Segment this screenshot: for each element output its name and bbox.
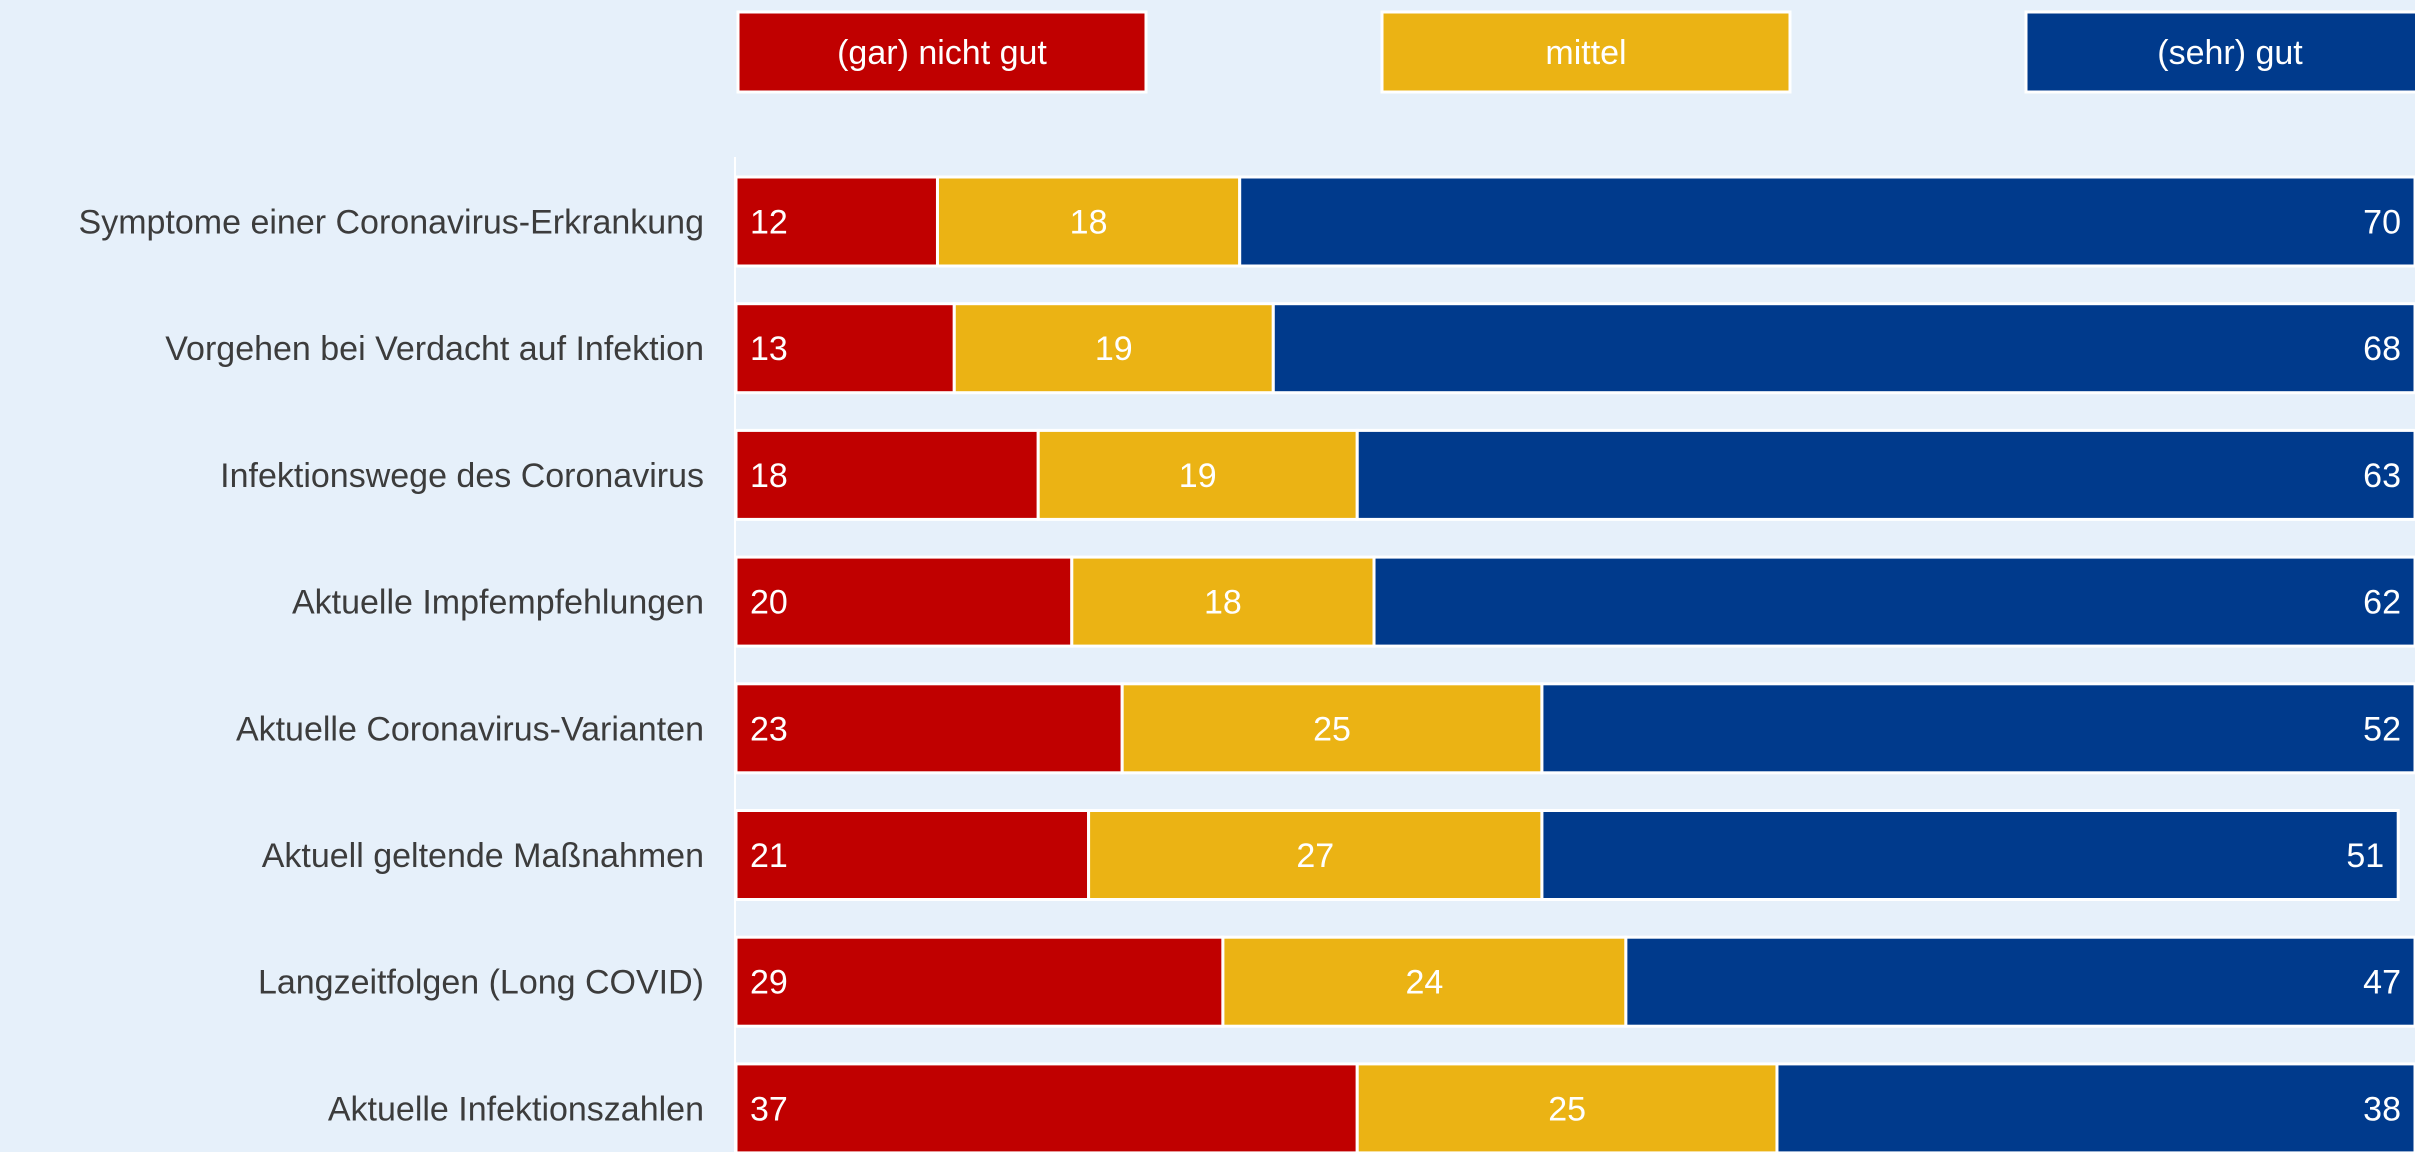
legend-swatch-gar-nicht-gut	[736, 10, 1148, 94]
data-label-sehr-gut: 70	[2363, 204, 2401, 242]
bar-segment-sehr-gut	[1372, 555, 2415, 648]
legend: (gar) nicht gut mittel (sehr) gut	[736, 10, 2415, 94]
bar-segment-sehr-gut	[1540, 809, 2400, 901]
bar-row-symptome-einer-coronavirus-erkrankung: 12 18 70	[734, 175, 2415, 268]
data-label-gar-nicht-gut: 37	[750, 1090, 788, 1128]
legend-label: (gar) nicht gut	[837, 34, 1047, 72]
category-label-symptome-einer-coronavirus-erkrankung: Symptome einer Coronavirus-Erkrankung	[79, 204, 704, 242]
legend-label: (sehr) gut	[2157, 34, 2303, 72]
bar-row-langzeitfolgen-long-covid: 29 24 47	[734, 935, 2415, 1028]
category-label-langzeitfolgen-long-covid: Langzeitfolgen (Long COVID)	[258, 964, 704, 1002]
data-label-gar-nicht-gut: 20	[750, 584, 788, 622]
bar-row-aktuell-geltende-massnahmen: 21 27 51	[734, 809, 2400, 901]
data-label-sehr-gut: 51	[2346, 837, 2384, 875]
data-label-gar-nicht-gut: 29	[750, 964, 788, 1002]
data-label-sehr-gut: 62	[2363, 584, 2401, 622]
data-label-sehr-gut: 52	[2363, 710, 2401, 748]
bar-segment-sehr-gut	[1238, 175, 2415, 268]
bar-segment-mittel	[1221, 935, 1628, 1028]
data-label-sehr-gut: 38	[2363, 1090, 2401, 1128]
data-label-mittel: 18	[1204, 584, 1242, 622]
data-label-mittel: 27	[1296, 837, 1334, 875]
legend-item-gar-nicht-gut: (gar) nicht gut	[736, 10, 1148, 94]
bar-segment-gar-nicht-gut	[734, 809, 1091, 901]
data-label-gar-nicht-gut: 12	[750, 204, 788, 242]
category-label-aktuelle-impfempfehlungen: Aktuelle Impfempfehlungen	[292, 584, 704, 622]
bar-segment-sehr-gut	[1355, 428, 2415, 521]
bar-segment-gar-nicht-gut	[734, 428, 1040, 521]
data-label-gar-nicht-gut: 23	[750, 710, 788, 748]
bar-row-aktuelle-impfempfehlungen: 20 18 62	[734, 555, 2415, 648]
category-label-aktuelle-infektionszahlen: Aktuelle Infektionszahlen	[328, 1090, 704, 1128]
legend-item-mittel: mittel	[1380, 10, 1792, 94]
category-label-aktuell-geltende-massnahmen: Aktuell geltende Maßnahmen	[262, 837, 704, 875]
category-label-vorgehen-bei-verdacht-auf-infektion: Vorgehen bei Verdacht auf Infektion	[165, 330, 704, 368]
legend-swatch-mittel	[1380, 10, 1792, 94]
bar-segment-gar-nicht-gut	[734, 1062, 1359, 1152]
plot-area: 12 18 70 13 19 68 18 19 63 20 18 62 23 25 52 21 27 51 29 24…	[734, 175, 2415, 1152]
legend-item-sehr-gut: (sehr) gut	[2024, 10, 2415, 94]
bar-segment-gar-nicht-gut	[734, 935, 1225, 1028]
bar-row-aktuelle-infektionszahlen: 37 25 38	[734, 1062, 2415, 1152]
data-label-mittel: 24	[1405, 964, 1443, 1002]
bar-row-aktuelle-coronavirus-varianten: 23 25 52	[734, 682, 2415, 775]
data-label-sehr-gut: 63	[2363, 457, 2401, 495]
data-label-gar-nicht-gut: 18	[750, 457, 788, 495]
data-label-gar-nicht-gut: 13	[750, 330, 788, 368]
data-label-gar-nicht-gut: 21	[750, 837, 788, 875]
data-label-mittel: 25	[1548, 1090, 1586, 1128]
bar-segment-gar-nicht-gut	[734, 175, 939, 268]
data-label-sehr-gut: 68	[2363, 330, 2401, 368]
data-label-mittel: 19	[1095, 330, 1133, 368]
bar-segment-gar-nicht-gut	[734, 682, 1124, 775]
legend-label: mittel	[1545, 34, 1626, 72]
bar-segment-sehr-gut	[1624, 935, 2415, 1028]
bar-segment-sehr-gut	[1540, 682, 2415, 775]
bar-segment-sehr-gut	[1271, 302, 2415, 395]
data-label-mittel: 19	[1179, 457, 1217, 495]
bar-segment-gar-nicht-gut	[734, 302, 956, 395]
category-axis: Symptome einer Coronavirus-Erkrankung Vor…	[79, 157, 736, 1152]
data-label-sehr-gut: 47	[2363, 964, 2401, 1002]
bar-row-vorgehen-bei-verdacht-auf-infektion: 13 19 68	[734, 302, 2415, 395]
legend-swatch-sehr-gut	[2024, 10, 2415, 94]
data-label-mittel: 25	[1313, 710, 1351, 748]
bar-segment-sehr-gut	[1775, 1062, 2415, 1152]
data-label-mittel: 18	[1070, 204, 1108, 242]
bar-segment-mittel	[1120, 682, 1544, 775]
bar-segment-gar-nicht-gut	[734, 555, 1074, 648]
bar-row-infektionswege-des-coronavirus: 18 19 63	[734, 428, 2415, 521]
category-label-infektionswege-des-coronavirus: Infektionswege des Coronavirus	[220, 457, 704, 495]
category-label-aktuelle-coronavirus-varianten: Aktuelle Coronavirus-Varianten	[236, 710, 704, 748]
